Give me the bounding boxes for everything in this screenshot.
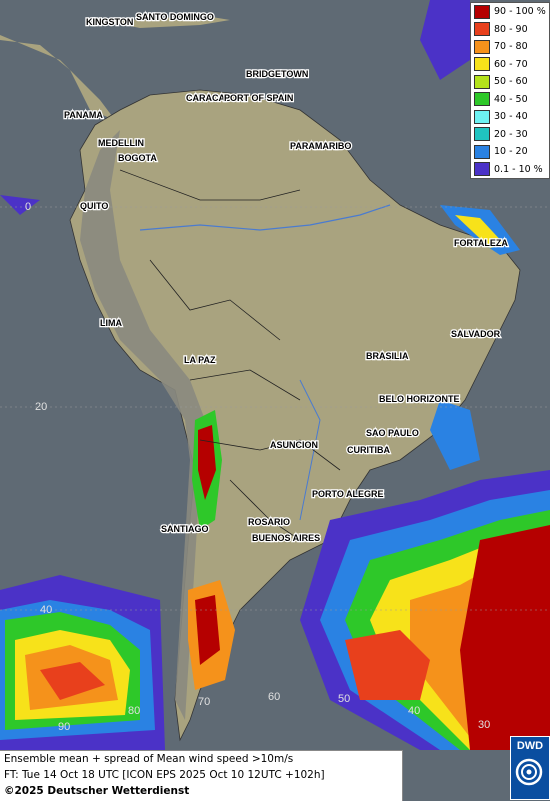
- legend-label: 50 - 60: [494, 76, 528, 88]
- legend-label: 70 - 80: [494, 41, 528, 53]
- legend-label: 80 - 90: [494, 23, 528, 35]
- city-buenos-aires: BUENOS AIRES: [252, 533, 320, 543]
- parana-river: [299, 379, 321, 521]
- legend-swatch: [474, 22, 490, 37]
- legend-swatch: [474, 57, 490, 72]
- lon-label-70: 70: [198, 696, 210, 708]
- dwd-logo-text: DWD: [516, 740, 544, 752]
- lon-label-40: 40: [408, 705, 420, 717]
- legend-swatch: [474, 92, 490, 107]
- legend-swatch: [474, 74, 490, 89]
- city-asuncion: ASUNCION: [270, 440, 318, 450]
- city-caracas: CARACAS: [186, 93, 231, 103]
- legend-item: 10 - 20: [471, 143, 549, 161]
- south-america-land: [69, 89, 521, 742]
- lon-label-50: 50: [338, 693, 350, 705]
- lat-label-40: 40: [40, 604, 52, 616]
- legend-item: 70 - 80: [471, 38, 549, 56]
- legend-item: 30 - 40: [471, 108, 549, 126]
- lon-label-30: 30: [478, 719, 490, 731]
- legend-label: 60 - 70: [494, 58, 528, 70]
- city-medellin: MEDELLIN: [98, 138, 144, 148]
- lon-label-60: 60: [268, 691, 280, 703]
- city-bridgetown: BRIDGETOWN: [246, 69, 308, 79]
- lon-label-90: 90: [58, 721, 70, 733]
- legend-item: 90 - 100 %: [471, 3, 549, 21]
- legend-swatch: [474, 4, 490, 19]
- amazon-river: [139, 204, 391, 231]
- city-port-of-spain: PORT OF SPAIN: [224, 93, 293, 103]
- city-rosario: ROSARIO: [248, 517, 290, 527]
- legend-item: 60 - 70: [471, 56, 549, 74]
- city-salvador: SALVADOR: [451, 329, 501, 339]
- city-paramaribo: PARAMARIBO: [290, 141, 351, 151]
- city-panama: PANAMA: [64, 110, 103, 120]
- city-santo-domingo: SANTO DOMINGO: [136, 12, 214, 22]
- lat-label-0: 0: [25, 201, 31, 213]
- legend-item: 20 - 30: [471, 126, 549, 144]
- legend-swatch: [474, 127, 490, 142]
- legend-label: 10 - 20: [494, 146, 528, 158]
- legend-item: 50 - 60: [471, 73, 549, 91]
- caribbean-island: [90, 15, 230, 28]
- legend-item: 0.1 - 10 %: [471, 161, 549, 179]
- city-la-paz: LA PAZ: [184, 355, 216, 365]
- swirl-icon: [515, 758, 543, 786]
- city-quito: QUITO: [80, 201, 108, 211]
- wind-probability-field: [0, 0, 550, 750]
- legend-item: 80 - 90: [471, 21, 549, 39]
- legend-swatch: [474, 144, 490, 159]
- city-fortaleza: FORTALEZA: [454, 238, 508, 248]
- caption-box: Ensemble mean + spread of Mean wind spee…: [0, 750, 403, 801]
- legend: 90 - 100 % 80 - 90 70 - 80 60 - 70 50 - 60 40…: [470, 2, 550, 179]
- city-curitiba: CURITIBA: [347, 445, 390, 455]
- legend-label: 20 - 30: [494, 128, 528, 140]
- central-america-land: [0, 35, 115, 120]
- dwd-logo: DWD: [510, 736, 550, 800]
- city-porto-alegre: PORTO ALEGRE: [312, 489, 384, 499]
- city-santiago: SANTIAGO: [161, 524, 209, 534]
- city-bogota: BOGOTA: [118, 153, 157, 163]
- city-brasilia: BRASILIA: [366, 351, 409, 361]
- legend-swatch: [474, 162, 490, 177]
- city-sao-paulo: SAO PAULO: [366, 428, 419, 438]
- legend-swatch: [474, 109, 490, 124]
- legend-label: 0.1 - 10 %: [494, 163, 543, 175]
- legend-swatch: [474, 39, 490, 54]
- caption-copyright: ©2025 Deutscher Wetterdienst: [4, 785, 190, 797]
- lat-label-20: 20: [35, 401, 47, 413]
- legend-label: 30 - 40: [494, 111, 528, 123]
- legend-item: 40 - 50: [471, 91, 549, 109]
- city-kingston: KINGSTON: [86, 17, 133, 27]
- country-borders: [119, 169, 341, 541]
- caption-title: Ensemble mean + spread of Mean wind spee…: [4, 753, 294, 765]
- caption-forecast-time: FT: Tue 14 Oct 18 UTC [ICON EPS 2025 Oct…: [4, 769, 325, 781]
- city-belo-horizonte: BELO HORIZONTE: [379, 394, 460, 404]
- lon-label-80: 80: [128, 705, 140, 717]
- city-labels: KINGSTON SANTO DOMINGO BRIDGETOWN CARACA…: [63, 11, 510, 545]
- graticule: [0, 206, 550, 611]
- legend-label: 40 - 50: [494, 93, 528, 105]
- andes-terrain: [80, 130, 205, 720]
- city-lima: LIMA: [100, 318, 122, 328]
- legend-label: 90 - 100 %: [494, 6, 546, 18]
